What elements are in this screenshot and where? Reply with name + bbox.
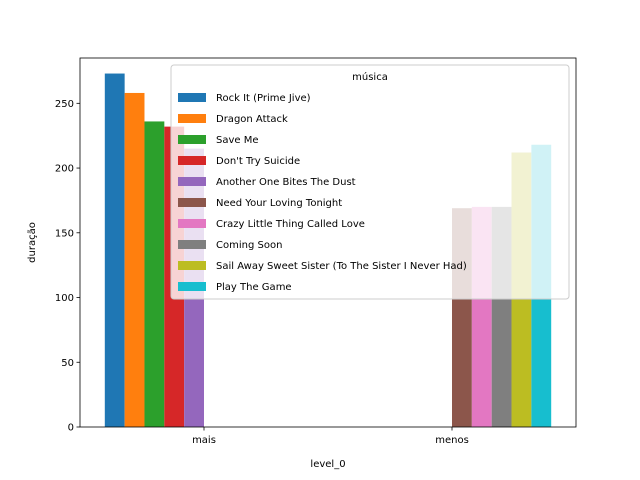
legend-swatch [178, 219, 206, 228]
x-tick-label: menos [435, 435, 469, 446]
legend-swatch [178, 156, 206, 165]
legend: música Rock It (Prime Jive) Dragon Attack S… [170, 64, 570, 300]
legend-entry: Rock It (Prime Jive) [216, 93, 311, 104]
bar-3-mais [144, 121, 165, 427]
y-tick-label: 150 [55, 228, 74, 239]
legend-entry: Crazy Little Thing Called Love [216, 219, 365, 230]
x-tick-label: mais [192, 435, 216, 446]
y-tick-label: 200 [55, 164, 74, 175]
y-tick-label: 50 [61, 358, 74, 369]
y-tick-label: 250 [55, 99, 74, 110]
legend-box [170, 64, 570, 300]
legend-entry: Don't Try Suicide [216, 156, 300, 167]
legend-swatch [178, 114, 206, 123]
legend-title: música [352, 71, 388, 83]
legend-swatch [178, 93, 206, 102]
y-tick-label: 100 [55, 293, 74, 304]
legend-swatch [178, 261, 206, 270]
bar-2-mais [124, 92, 145, 428]
legend-entry: Play The Game [216, 282, 292, 293]
legend-swatch [178, 240, 206, 249]
axes-group: 0 50 100 150 200 250 mais menos [55, 57, 577, 446]
legend-entry: Need Your Loving Tonight [216, 198, 342, 209]
plot-frame [79, 57, 577, 428]
legend-entry: Dragon Attack [216, 114, 288, 125]
legend-entry: Another One Bites The Dust [216, 177, 356, 188]
legend-swatch [178, 282, 206, 291]
legend-swatch [178, 198, 206, 207]
legend-entry: Save Me [216, 135, 259, 146]
legend-swatch [178, 135, 206, 144]
legend-entry: Coming Soon [216, 240, 282, 251]
legend-entry: Sail Away Sweet Sister (To The Sister I … [216, 261, 467, 272]
y-axis-label: duração [27, 222, 38, 263]
x-axis-label: level_0 [310, 459, 345, 470]
bar-1-mais [104, 73, 125, 428]
y-tick-label: 0 [68, 423, 74, 434]
legend-swatch [178, 177, 206, 186]
